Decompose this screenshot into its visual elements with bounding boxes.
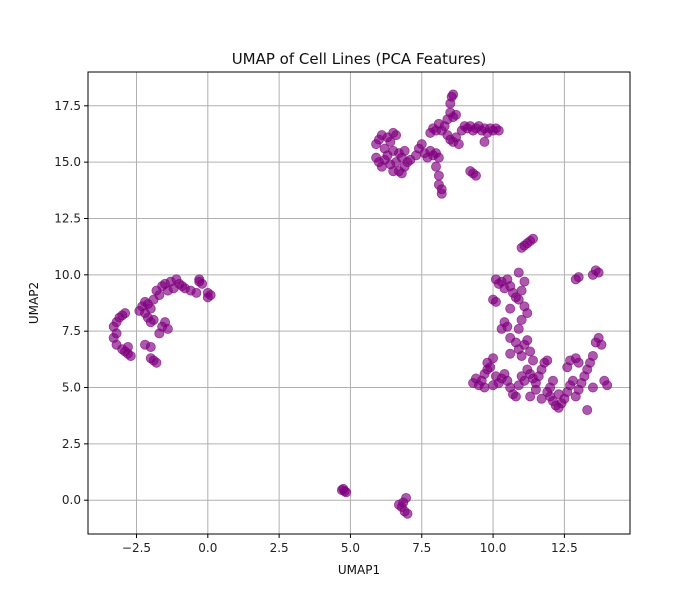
scatter-point — [519, 276, 530, 287]
scatter-point — [453, 139, 464, 150]
scatter-point — [553, 389, 564, 400]
scatter-point — [402, 508, 413, 519]
scatter-point — [162, 285, 173, 296]
x-tick-label: 12.5 — [551, 541, 578, 555]
scatter-point — [162, 323, 173, 334]
scatter-point — [516, 285, 527, 296]
scatter-point — [120, 308, 131, 319]
scatter-point — [513, 294, 524, 305]
scatter-points — [108, 89, 613, 519]
scatter-point — [536, 393, 547, 404]
scatter-point — [573, 272, 584, 283]
x-tick-label: 5.0 — [341, 541, 360, 555]
scatter-point — [433, 152, 444, 163]
scatter-point — [154, 328, 165, 339]
scatter-point — [528, 355, 539, 366]
scatter-point — [479, 136, 490, 147]
scatter-point — [145, 341, 156, 352]
scatter-point — [399, 145, 410, 156]
scatter-point — [602, 380, 613, 391]
x-tick-label: 10.0 — [480, 541, 507, 555]
scatter-point — [385, 136, 396, 147]
scatter-point — [338, 483, 349, 494]
scatter-point — [148, 314, 159, 325]
scatter-point — [416, 139, 427, 150]
y-axis-ticks: 0.0 2.5 5.0 7.5 10.0 12.5 15.0 17.5 — [54, 99, 88, 507]
scatter-point — [596, 339, 607, 350]
scatter-point — [120, 346, 131, 357]
scatter-point — [398, 497, 409, 508]
y-tick-label: 7.5 — [62, 324, 81, 338]
scatter-point — [525, 391, 536, 402]
scatter-point — [573, 357, 584, 368]
y-tick-label: 5.0 — [62, 381, 81, 395]
scatter-point — [516, 350, 527, 361]
scatter-point — [505, 303, 516, 314]
x-tick-label: 0.0 — [198, 541, 217, 555]
scatter-point — [202, 292, 213, 303]
scatter-point — [525, 346, 536, 357]
scatter-point — [388, 145, 399, 156]
scatter-point — [448, 89, 459, 100]
scatter-point — [442, 114, 453, 125]
y-tick-label: 10.0 — [54, 268, 81, 282]
y-tick-label: 17.5 — [54, 99, 81, 113]
scatter-point — [522, 308, 533, 319]
scatter-point — [502, 321, 513, 332]
chart-title: UMAP of Cell Lines (PCA Features) — [232, 50, 487, 68]
y-axis-title: UMAP2 — [27, 282, 41, 324]
scatter-point — [587, 269, 598, 280]
scatter-point — [542, 387, 553, 398]
scatter-point — [516, 314, 527, 325]
scatter-point — [510, 391, 521, 402]
x-tick-label: 2.5 — [270, 541, 289, 555]
y-tick-label: 2.5 — [62, 437, 81, 451]
x-tick-label: −2.5 — [122, 541, 151, 555]
scatter-point — [562, 362, 573, 373]
y-tick-label: 12.5 — [54, 211, 81, 225]
scatter-point — [513, 323, 524, 334]
scatter-point — [488, 353, 499, 364]
scatter-point — [522, 335, 533, 346]
scatter-point — [194, 276, 205, 287]
scatter-point — [379, 143, 390, 154]
scatter-point — [470, 170, 481, 181]
scatter-point — [391, 130, 402, 141]
scatter-point — [154, 290, 165, 301]
x-axis-title: UMAP1 — [338, 563, 380, 577]
x-axis-ticks: −2.5 0.0 2.5 5.0 7.5 10.0 12.5 — [122, 534, 578, 555]
scatter-point — [493, 125, 504, 136]
scatter-point — [528, 233, 539, 244]
scatter-point — [191, 287, 202, 298]
scatter-point — [582, 405, 593, 416]
y-tick-label: 0.0 — [62, 493, 81, 507]
grid-lines — [88, 72, 630, 534]
x-tick-label: 7.5 — [412, 541, 431, 555]
scatter-point — [431, 161, 442, 172]
scatter-point — [393, 166, 404, 177]
scatter-point — [490, 296, 501, 307]
scatter-point — [513, 267, 524, 278]
scatter-point — [151, 357, 162, 368]
plot-frame — [87, 71, 631, 535]
scatter-point — [547, 375, 558, 386]
scatter-point — [505, 348, 516, 359]
scatter-point — [485, 362, 496, 373]
scatter-point — [567, 375, 578, 386]
scatter-point — [479, 382, 490, 393]
scatter-point — [587, 382, 598, 393]
scatter-point — [436, 188, 447, 199]
scatter-point — [433, 170, 444, 181]
scatter-point — [542, 355, 553, 366]
scatter-point — [177, 281, 188, 292]
y-tick-label: 15.0 — [54, 155, 81, 169]
scatter-point — [450, 109, 461, 120]
scatter-point — [587, 350, 598, 361]
scatter-point — [530, 384, 541, 395]
